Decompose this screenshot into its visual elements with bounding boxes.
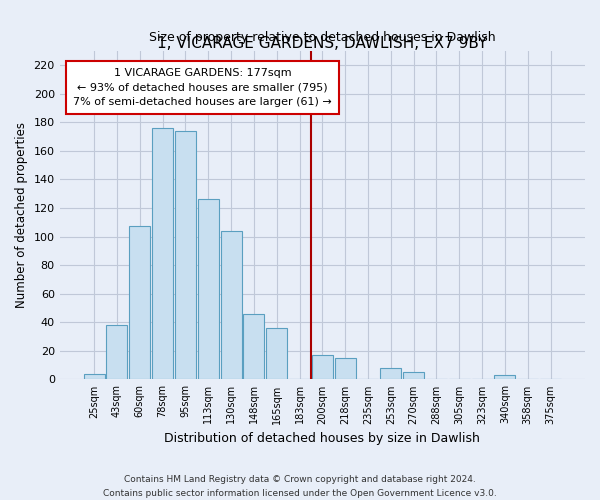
Bar	[83, 374, 104, 380]
Text: 1 VICARAGE GARDENS: 177sqm
← 93% of detached houses are smaller (795)
7% of semi: 1 VICARAGE GARDENS: 177sqm ← 93% of deta…	[73, 68, 332, 108]
Bar	[221, 231, 242, 380]
Bar	[197, 200, 218, 380]
Bar	[380, 368, 401, 380]
Bar	[266, 328, 287, 380]
Text: Contains HM Land Registry data © Crown copyright and database right 2024.
Contai: Contains HM Land Registry data © Crown c…	[103, 476, 497, 498]
Bar	[335, 358, 356, 380]
Bar	[312, 355, 333, 380]
Bar	[403, 372, 424, 380]
X-axis label: Distribution of detached houses by size in Dawlish: Distribution of detached houses by size …	[164, 432, 480, 445]
Y-axis label: Number of detached properties: Number of detached properties	[15, 122, 28, 308]
Bar	[494, 375, 515, 380]
Bar	[129, 226, 150, 380]
Bar	[152, 128, 173, 380]
Bar	[106, 325, 127, 380]
Title: 1, VICARAGE GARDENS, DAWLISH, EX7 9BY: 1, VICARAGE GARDENS, DAWLISH, EX7 9BY	[157, 36, 487, 51]
Text: Size of property relative to detached houses in Dawlish: Size of property relative to detached ho…	[149, 31, 496, 44]
Bar	[244, 314, 265, 380]
Bar	[175, 130, 196, 380]
